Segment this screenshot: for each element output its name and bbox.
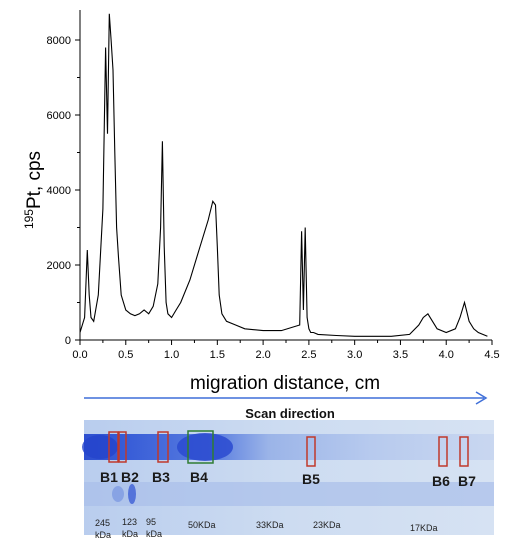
y-axis-label-main: Pt, cps	[24, 151, 45, 209]
x-tick-label: 4.0	[439, 349, 454, 361]
gel-smear-b4	[177, 433, 233, 461]
x-tick-label: 2.0	[255, 349, 270, 361]
x-tick-label: 3.0	[347, 349, 362, 361]
x-axis-label: migration distance, cm	[190, 373, 380, 394]
series-line	[79, 13, 488, 337]
x-tick-label: 4.5	[484, 349, 499, 361]
x-tick-label: 1.0	[164, 349, 179, 361]
marker-label-123-unit: kDa	[122, 529, 138, 539]
marker-label-245: 245	[95, 518, 110, 528]
band-box-b5	[306, 436, 316, 467]
band-label-b1: B1	[100, 469, 118, 485]
band-label-b3: B3	[152, 469, 170, 485]
y-axis-label: 195Pt, cps	[22, 151, 45, 229]
band-box-b7	[459, 436, 469, 467]
band-label-b6: B6	[432, 473, 450, 489]
marker-label-123: 123	[122, 517, 137, 527]
gel-lane-lower	[84, 482, 494, 506]
x-tick-label: 2.5	[301, 349, 316, 361]
band-box-b6	[438, 436, 448, 467]
band-box-b2	[118, 431, 127, 463]
band-box-b1	[108, 431, 119, 463]
x-tick-label: 3.5	[393, 349, 408, 361]
marker-label-245-unit: kDa	[95, 530, 111, 540]
band-box-b3	[157, 431, 169, 463]
y-tick-label: 8000	[47, 35, 71, 47]
band-label-b7: B7	[458, 473, 476, 489]
y-axis-label-sup: 195	[22, 209, 36, 229]
marker-label-95-unit: kDa	[146, 529, 162, 539]
band-label-b4: B4	[190, 469, 208, 485]
band-box-b4	[187, 430, 214, 464]
marker-label-33: 33KDa	[256, 520, 284, 530]
chart-area: 0.0 0.5 1.0 1.5 2.0 2.5 3.0 3.5 4.0 4.5 0 2000 4000…	[22, 10, 500, 394]
band-label-b5: B5	[302, 471, 320, 487]
scan-direction-arrow-head	[475, 391, 488, 405]
marker-label-23: 23KDa	[313, 520, 341, 530]
gel-lane-upper	[84, 434, 494, 460]
gel-lower-band-1	[128, 484, 136, 504]
gel-smear-start	[82, 435, 118, 459]
gel-lower-band-2	[112, 486, 124, 502]
scan-direction-label: Scan direction	[245, 406, 335, 421]
x-tick-label: 0.5	[118, 349, 133, 361]
y-tick-label: 2000	[47, 260, 71, 272]
y-tick-label: 4000	[47, 185, 71, 197]
marker-label-17: 17KDa	[410, 523, 438, 533]
band-label-b2: B2	[121, 469, 139, 485]
y-tick-label: 0	[65, 335, 71, 347]
chart-axes	[79, 10, 492, 341]
gel-image: Scan direction B1 B2 B3 B4 B5 B6 B7 245 …	[82, 391, 494, 540]
marker-label-95: 95	[146, 517, 156, 527]
y-tick-label: 6000	[47, 110, 71, 122]
x-axis-ticks: 0.0 0.5 1.0 1.5 2.0 2.5 3.0 3.5 4.0 4.5	[72, 340, 500, 361]
x-tick-label: 1.5	[210, 349, 225, 361]
x-tick-label: 0.0	[72, 349, 87, 361]
y-axis-ticks: 0 2000 4000 6000 8000	[47, 35, 80, 347]
marker-label-50: 50KDa	[188, 520, 216, 530]
